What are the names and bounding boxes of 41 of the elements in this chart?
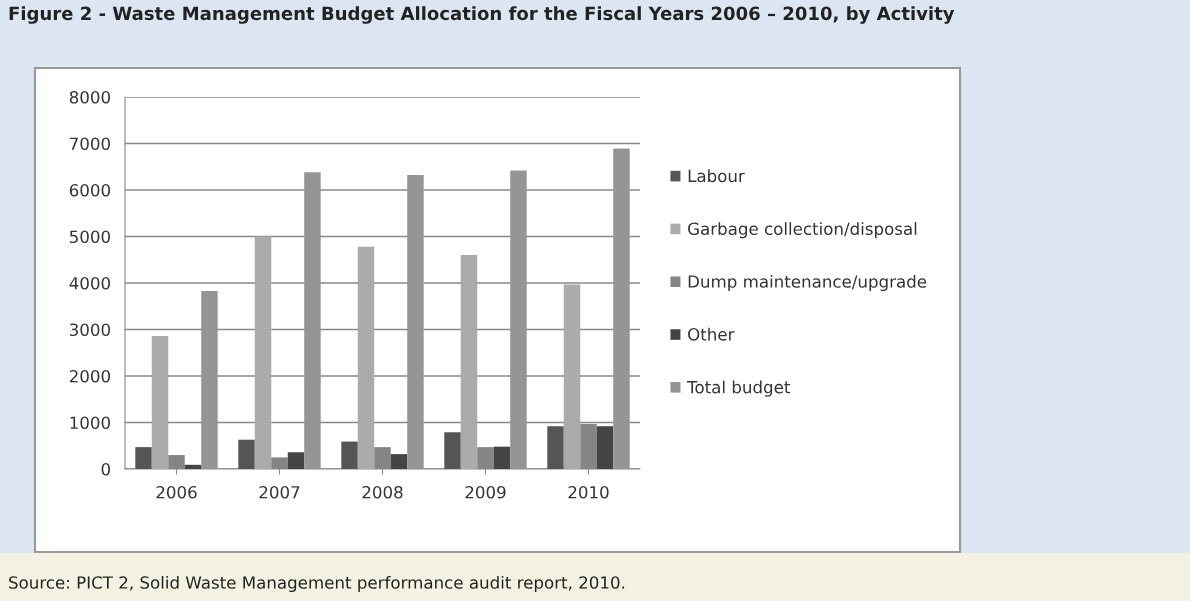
bar [135, 447, 152, 469]
x-tick-label: 2010 [568, 485, 609, 499]
bar [596, 426, 614, 469]
y-tick-label: 0 [101, 462, 110, 476]
bar [184, 464, 202, 469]
legend-label: Total budget [687, 380, 791, 397]
bar [254, 236, 272, 469]
bar [613, 148, 630, 469]
x-tick-label: 2007 [259, 485, 300, 499]
y-tick-label: 7000 [70, 137, 110, 151]
bar [238, 439, 255, 469]
bar [357, 246, 375, 469]
bar [493, 446, 511, 469]
bar [390, 454, 408, 469]
bar [407, 175, 424, 469]
y-tick-label: 6000 [69, 183, 110, 197]
bar [547, 426, 564, 469]
bar [304, 172, 321, 469]
legend-label: Dump maintenance/upgrade [688, 274, 927, 292]
x-tick-label: 2006 [156, 485, 197, 499]
x-tick-label: 2009 [465, 485, 506, 499]
y-tick-label: 5000 [69, 230, 110, 244]
y-tick-label: 3000 [69, 323, 110, 337]
bar [510, 170, 527, 469]
legend-label: Other [688, 327, 735, 341]
legend-label: Garbage collection/disposal [688, 222, 917, 239]
y-tick-label: 4000 [69, 276, 110, 290]
y-tick-label: 1000 [70, 416, 110, 430]
bar [201, 290, 218, 469]
bar [563, 284, 581, 469]
chart-title: Figure 2 - Waste Management Budget Allocation for the Fiscal Years 2006 – 2010, by Activity [9, 6, 955, 24]
bar [341, 441, 358, 469]
legend-label: Labour [688, 169, 745, 183]
bar [460, 255, 478, 469]
y-tick-label: 2000 [69, 369, 110, 383]
bar [287, 452, 305, 469]
x-tick-label: 2008 [362, 485, 403, 499]
bar [151, 336, 169, 469]
bar [444, 432, 461, 469]
y-tick-label: 8000 [69, 90, 110, 104]
source-note: Source: PICT 2, Solid Waste Management performance audit report, 2010. [9, 575, 625, 593]
